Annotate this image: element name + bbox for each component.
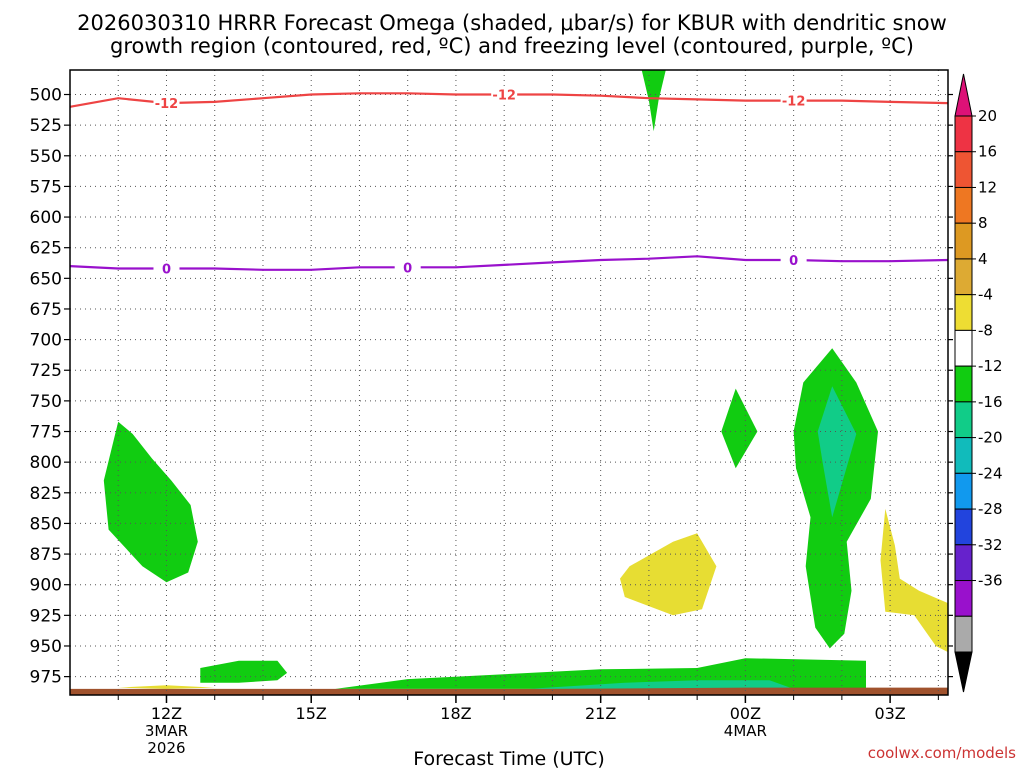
omega-green-1 — [103, 421, 198, 583]
colorbar-swatch — [954, 151, 973, 188]
colorbar-label: -24 — [978, 464, 1003, 482]
y-tick-label: 550 — [30, 147, 62, 167]
y-tick-label: 900 — [30, 576, 62, 596]
omega-green-3 — [721, 388, 758, 469]
colorbar-swatch — [954, 222, 973, 260]
colorbar-label: -16 — [978, 393, 1003, 411]
freezing-level-0-label: 0 — [403, 261, 412, 276]
y-tick-label: 725 — [30, 361, 62, 381]
colorbar-swatch — [954, 508, 973, 546]
colorbar-swatch — [954, 401, 973, 439]
x-tick-label: 15Z — [296, 704, 327, 723]
omega-teal-4 — [817, 386, 857, 518]
freezing-level-0-label: 0 — [789, 254, 798, 269]
colorbar-swatch — [954, 115, 973, 153]
dgz-minus12-label: -12 — [782, 95, 806, 110]
colorbar-label: -4 — [978, 286, 993, 304]
omega-green-2 — [641, 70, 666, 132]
y-tick-label: 700 — [30, 331, 62, 351]
y-tick-label: 600 — [30, 208, 62, 228]
plot-frame — [69, 69, 949, 696]
y-tick-label: 975 — [30, 668, 62, 688]
freezing-level-0-label-bg — [394, 259, 421, 276]
colorbar-swatch — [954, 615, 973, 653]
y-tick-label: 500 — [30, 86, 62, 106]
colorbar-top-arrow — [954, 73, 973, 117]
colorbar-label: -32 — [978, 536, 1003, 554]
y-axis-pressure: 500 525 550 575 600 625 650 675 700 725 750 775 800 8… — [30, 86, 953, 688]
colorbar-swatch — [954, 544, 973, 582]
colorbar-swatch — [954, 186, 973, 224]
dgz-minus12-label-bg — [153, 95, 180, 112]
x-tick-year: 2026 — [147, 739, 185, 757]
colorbar-label: 8 — [978, 214, 988, 232]
chart-title-line-2: growth region (contoured, red, ºC) and f… — [110, 34, 914, 58]
colorbar-label: 16 — [978, 143, 997, 161]
x-tick-label: 12Z — [151, 704, 182, 723]
y-tick-label: 925 — [30, 606, 62, 626]
colorbar-label: -12 — [978, 357, 1003, 375]
colorbar-label: 12 — [978, 178, 997, 196]
freezing-level-0-line — [69, 255, 949, 271]
y-tick-label: 625 — [30, 239, 62, 259]
x-tick-date: 4MAR — [724, 722, 767, 740]
colorbar: 20 16 12 8 4 -4 -8 -12 -16 -20 -24 -28 -32 -36 — [954, 73, 1003, 693]
y-tick-label: 825 — [30, 484, 62, 504]
colorbar-swatch — [954, 437, 973, 474]
y-tick-label: 875 — [30, 545, 62, 565]
omega-yellow-3 — [118, 685, 215, 689]
y-tick-label: 950 — [30, 637, 62, 657]
x-tick-label: 00Z — [730, 704, 761, 723]
colorbar-bottom-arrow — [954, 651, 973, 693]
dgz-minus12-label: -12 — [155, 97, 179, 112]
y-tick-label: 750 — [30, 392, 62, 412]
colorbar-label: -20 — [978, 429, 1003, 447]
colorbar-label: -36 — [978, 572, 1003, 590]
omega-green-5 — [200, 660, 288, 683]
colorbar-label: 20 — [978, 107, 997, 125]
freezing-level-0-label: 0 — [162, 263, 171, 278]
colorbar-label: -28 — [978, 500, 1003, 518]
x-tick-label: 18Z — [440, 704, 471, 723]
colorbar-swatch — [954, 294, 973, 331]
credit-text: coolwx.com/models — [868, 744, 1016, 762]
plot-grid — [70, 70, 948, 695]
colorbar-label: -8 — [978, 321, 993, 339]
omega-yellow-2 — [880, 508, 948, 653]
y-tick-label: 800 — [30, 453, 62, 473]
colorbar-swatch — [954, 258, 973, 296]
x-tick-label: 03Z — [874, 704, 905, 723]
y-tick-label: 775 — [30, 423, 62, 443]
x-tick-label: 21Z — [585, 704, 616, 723]
temperature-contours: -12 -12 -12 0 0 0 — [69, 86, 949, 278]
dgz-minus12-label-bg — [780, 92, 807, 109]
colorbar-swatch — [954, 329, 973, 367]
terrain-surface — [70, 687, 948, 695]
y-tick-label: 575 — [30, 177, 62, 197]
y-tick-label: 850 — [30, 514, 62, 534]
y-tick-label: 675 — [30, 300, 62, 320]
colorbar-swatch — [954, 472, 973, 510]
chart-title-line-1: 2026030310 HRRR Forecast Omega (shaded, … — [77, 11, 947, 35]
omega-yellow-1 — [620, 533, 717, 616]
x-axis-label: Forecast Time (UTC) — [413, 748, 604, 768]
shaded-omega-regions — [70, 70, 948, 695]
freezing-level-0-label-bg — [153, 260, 180, 277]
omega-teal-6 — [528, 680, 794, 689]
x-tick-date: 3MAR — [145, 722, 188, 740]
colorbar-swatch — [954, 580, 973, 617]
dgz-minus12-label-bg — [491, 86, 518, 103]
freezing-level-0-label-bg — [780, 251, 807, 268]
y-tick-label: 525 — [30, 116, 62, 136]
colorbar-swatch — [954, 365, 973, 403]
y-tick-label: 650 — [30, 269, 62, 289]
colorbar-label: 4 — [978, 250, 988, 268]
dgz-minus12-label: -12 — [492, 89, 516, 104]
